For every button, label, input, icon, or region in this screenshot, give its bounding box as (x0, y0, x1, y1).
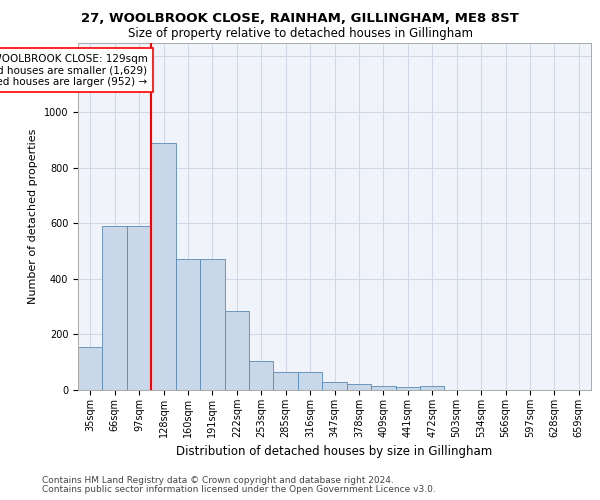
Bar (274, 372, 298, 390)
Bar (176, 260, 200, 390)
X-axis label: Distribution of detached houses by size in Gillingham: Distribution of detached houses by size … (176, 446, 493, 458)
Bar (224, 311, 249, 390)
Bar (347, 384, 371, 390)
Bar (249, 361, 274, 390)
Y-axis label: Number of detached properties: Number of detached properties (28, 128, 38, 304)
Bar (151, 142, 176, 390)
Bar (298, 372, 322, 390)
Bar (371, 386, 395, 390)
Text: 27, WOOLBROOK CLOSE, RAINHAM, GILLINGHAM, ME8 8ST: 27, WOOLBROOK CLOSE, RAINHAM, GILLINGHAM… (81, 12, 519, 26)
Bar (322, 382, 347, 390)
Text: Contains public sector information licensed under the Open Government Licence v3: Contains public sector information licen… (42, 485, 436, 494)
Text: Size of property relative to detached houses in Gillingham: Size of property relative to detached ho… (128, 28, 473, 40)
Bar (420, 386, 445, 390)
Bar (103, 226, 127, 390)
Bar (395, 387, 420, 390)
Bar (78, 347, 103, 390)
Text: 27 WOOLBROOK CLOSE: 129sqm
← 63% of detached houses are smaller (1,629)
37% of s: 27 WOOLBROOK CLOSE: 129sqm ← 63% of deta… (0, 54, 148, 87)
Bar (127, 226, 151, 390)
Bar (200, 260, 224, 390)
Text: Contains HM Land Registry data © Crown copyright and database right 2024.: Contains HM Land Registry data © Crown c… (42, 476, 394, 485)
